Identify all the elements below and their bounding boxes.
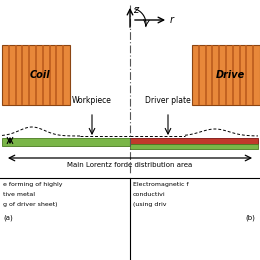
Bar	[130, 144, 258, 149]
Bar	[2, 138, 130, 146]
Text: g of driver sheet): g of driver sheet)	[3, 202, 57, 207]
Text: e forming of highly: e forming of highly	[3, 182, 62, 187]
Bar	[2, 45, 70, 105]
Text: (a): (a)	[3, 214, 13, 220]
Text: Coil: Coil	[30, 70, 50, 80]
Text: conductivi: conductivi	[133, 192, 166, 197]
Text: r: r	[170, 15, 174, 25]
Text: Workpiece: Workpiece	[72, 96, 112, 105]
Text: z: z	[133, 5, 138, 15]
Text: Driver plate: Driver plate	[145, 96, 191, 105]
Text: tive metal: tive metal	[3, 192, 35, 197]
Bar	[130, 138, 258, 144]
Text: (b): (b)	[245, 214, 255, 220]
Bar	[192, 45, 260, 105]
Text: Main Lorentz forde distribution area: Main Lorentz forde distribution area	[67, 162, 193, 168]
Text: Electromagnetic f: Electromagnetic f	[133, 182, 188, 187]
Text: Drive: Drive	[215, 70, 245, 80]
Text: (using driv: (using driv	[133, 202, 166, 207]
